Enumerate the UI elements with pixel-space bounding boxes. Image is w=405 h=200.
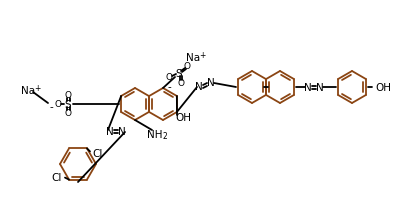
Text: N: N (195, 82, 203, 92)
Text: N: N (304, 83, 312, 93)
Text: 2: 2 (163, 132, 167, 141)
Text: O: O (166, 73, 173, 82)
Text: -: - (167, 82, 171, 92)
Text: +: + (34, 84, 40, 93)
Text: O: O (183, 62, 190, 71)
Text: N: N (106, 126, 114, 136)
Text: O: O (64, 91, 72, 100)
Text: -: - (49, 101, 53, 111)
Text: N: N (316, 83, 324, 93)
Text: O: O (55, 100, 62, 109)
Text: OH: OH (375, 83, 391, 93)
Text: O: O (177, 79, 185, 88)
Text: S: S (65, 100, 71, 109)
Text: NH: NH (147, 129, 163, 139)
Text: S: S (176, 69, 182, 79)
Text: +: + (199, 51, 205, 60)
Text: Cl: Cl (92, 149, 102, 159)
Text: Na: Na (186, 53, 200, 63)
Text: O: O (64, 109, 72, 118)
Text: Cl: Cl (51, 172, 62, 182)
Text: Na: Na (21, 86, 35, 96)
Text: N: N (207, 78, 215, 88)
Text: N: N (118, 126, 126, 136)
Text: OH: OH (175, 112, 191, 122)
